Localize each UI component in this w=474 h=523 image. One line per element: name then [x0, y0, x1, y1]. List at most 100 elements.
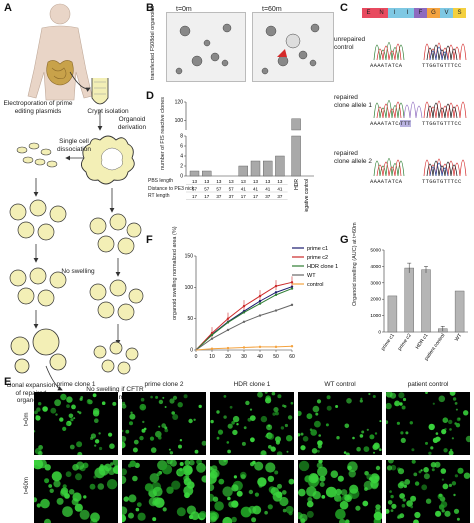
micrograph-e-r2-c5 [386, 460, 470, 523]
d-cat-categories_rt-6: 37 [265, 194, 271, 199]
chromatogram-3 [373, 158, 467, 177]
g-bar-0 [387, 295, 398, 333]
f-point-2-1 [210, 333, 214, 337]
organoids-right-2 [89, 279, 144, 321]
micrograph-e-r1-c3 [210, 392, 294, 455]
micrograph-e-r1-c5 [386, 392, 470, 455]
panel-g-ylabel: Organoid swelling (AUC) at t=60m [352, 222, 358, 306]
d-cat-categories_rt-3: 37 [229, 194, 235, 199]
micrograph-e-r1-c1 [34, 392, 118, 455]
f-line-2 [195, 288, 293, 351]
d-cat-categories_pbs-7: 13 [277, 179, 283, 184]
g-ytick-1000: 1000 [370, 313, 381, 319]
electroporation-label: Electroporation of prime editing plasmid… [3, 100, 73, 115]
panel-label-d: D [146, 90, 154, 102]
micrograph-e-r1-c4 [298, 392, 382, 455]
f-point-2-6 [290, 287, 294, 290]
label-t0: t=0m [176, 6, 192, 13]
label-unrepaired: unrepaired control [334, 36, 366, 51]
panel-f-ylabel: organoid swelling normalized area (%) [172, 226, 178, 320]
panel-d-ylabel: number of FIS reactive clones [160, 96, 166, 170]
d-cat-categories_pe3-0: 57 [192, 187, 198, 192]
panel-label-a: A [4, 2, 12, 14]
d-cat-categories_pe3-4: 41 [241, 187, 247, 192]
f-point-4-1 [210, 347, 214, 350]
f-point-2-5 [274, 293, 278, 297]
f-xtick-30: 30 [241, 354, 247, 360]
amino-acid-4: F [414, 8, 427, 18]
chromatogram-1 [373, 42, 467, 61]
g-bar-2 [421, 269, 431, 333]
d-bar-5 [238, 165, 249, 177]
f-ytick-150: 150 [185, 254, 194, 260]
d-ytick-2: 2 [180, 164, 183, 170]
d-bar-9-lower [291, 135, 301, 177]
panel-b-ylabel: transfected F508del organoids [150, 5, 156, 80]
chart-g: 0 1000 2000 3000 4000 5000 prime c1 prime c2 HDR… [370, 248, 468, 362]
d-bar-7 [262, 160, 273, 177]
organoid-derivation-label: Organoid derivation [117, 116, 147, 131]
chromatogram-2 [373, 100, 467, 119]
label-allele2: repaired clone allele 2 [334, 150, 372, 165]
no-swelling-label: No swelling [61, 268, 95, 275]
f-point-3-6 [290, 303, 294, 307]
f-point-3-1 [210, 337, 214, 340]
amino-acid-5: G [427, 8, 440, 18]
crypt-isolation-label: Crypt isolation [87, 108, 129, 115]
panel-label-c: C [340, 2, 348, 14]
g-cat-1: prime c2 [397, 333, 413, 352]
panel-d-row-labels: PBS length Distance to PE3 nick RT lengt… [148, 178, 194, 201]
f-point-4-4 [258, 345, 262, 349]
d-cat-categories_pbs-2: 13 [216, 179, 222, 184]
d-ytick-120: 120 [175, 100, 184, 106]
f-xtick-60: 60 [289, 354, 295, 360]
panel-label-b: B [146, 2, 154, 14]
seq-right-1: TTGGTGTTTCC [422, 62, 462, 69]
f-ytick-0: 0 [190, 348, 193, 354]
panel-a-diagram [9, 3, 144, 391]
f-point-2-3 [242, 311, 246, 314]
d-hdr-label: HDR [294, 179, 300, 190]
d-cat-categories_rt-4: 17 [241, 194, 247, 199]
f-xtick-50: 50 [273, 354, 279, 360]
micrograph-e-r2-c3 [210, 460, 294, 523]
non-swollen-organoids [93, 341, 139, 375]
small-organoids-left [9, 199, 67, 241]
column-label-2: prime clone 2 [144, 381, 184, 388]
row-label-pbs: PBS length [148, 178, 174, 184]
label-allele1: repaired clone allele 1 [334, 94, 372, 109]
d-cat-categories_pbs-4: 13 [241, 179, 247, 184]
d-cat-categories_rt-0: 17 [192, 194, 198, 199]
seq-right-3: TTGGTGTTTCC [422, 178, 462, 185]
d-ytick-100: 100 [175, 118, 184, 124]
f-xtick-40: 40 [257, 354, 263, 360]
g-ytick-5000: 5000 [370, 248, 381, 254]
column-label-5: patient control [407, 381, 449, 388]
f-point-3-4 [258, 314, 262, 317]
amino-acid-7: S [453, 8, 466, 18]
f-point-4-5 [274, 345, 278, 349]
g-ytick-4000: 4000 [370, 264, 381, 270]
seq-right-2: TTGGTGTTTCC [422, 120, 462, 127]
f-point-3-5 [274, 309, 278, 312]
d-ytick-8: 8 [180, 134, 183, 140]
f-legend-label-1: prime c2 [307, 255, 328, 261]
f-point-0-5 [274, 291, 278, 294]
d-neg-label: Negative control [304, 179, 310, 212]
g-cat-2: HDR c1 [415, 333, 430, 351]
seq-left-2: AAAATATCA [370, 120, 403, 127]
d-cat-categories_pbs-6: 13 [265, 179, 271, 184]
f-point-4-2 [226, 346, 230, 350]
d-cat-categories_pe3-2: 57 [216, 187, 222, 192]
seq-insert: TTT [400, 120, 411, 127]
g-ytick-2000: 2000 [370, 297, 381, 303]
organoid-icon [81, 135, 135, 185]
f-ytick-100: 100 [185, 285, 194, 291]
panel-label-g: G [340, 234, 349, 246]
d-bar-8 [275, 155, 285, 177]
d-cat-categories_pbs-5: 13 [253, 179, 259, 184]
chromatograms [373, 42, 467, 177]
f-line-0 [195, 286, 293, 351]
chart-d: 0 2 4 6 8 100 120 13 13 13 13 13 13 13 13 57 57 57 57 41 41 4… [175, 100, 314, 212]
